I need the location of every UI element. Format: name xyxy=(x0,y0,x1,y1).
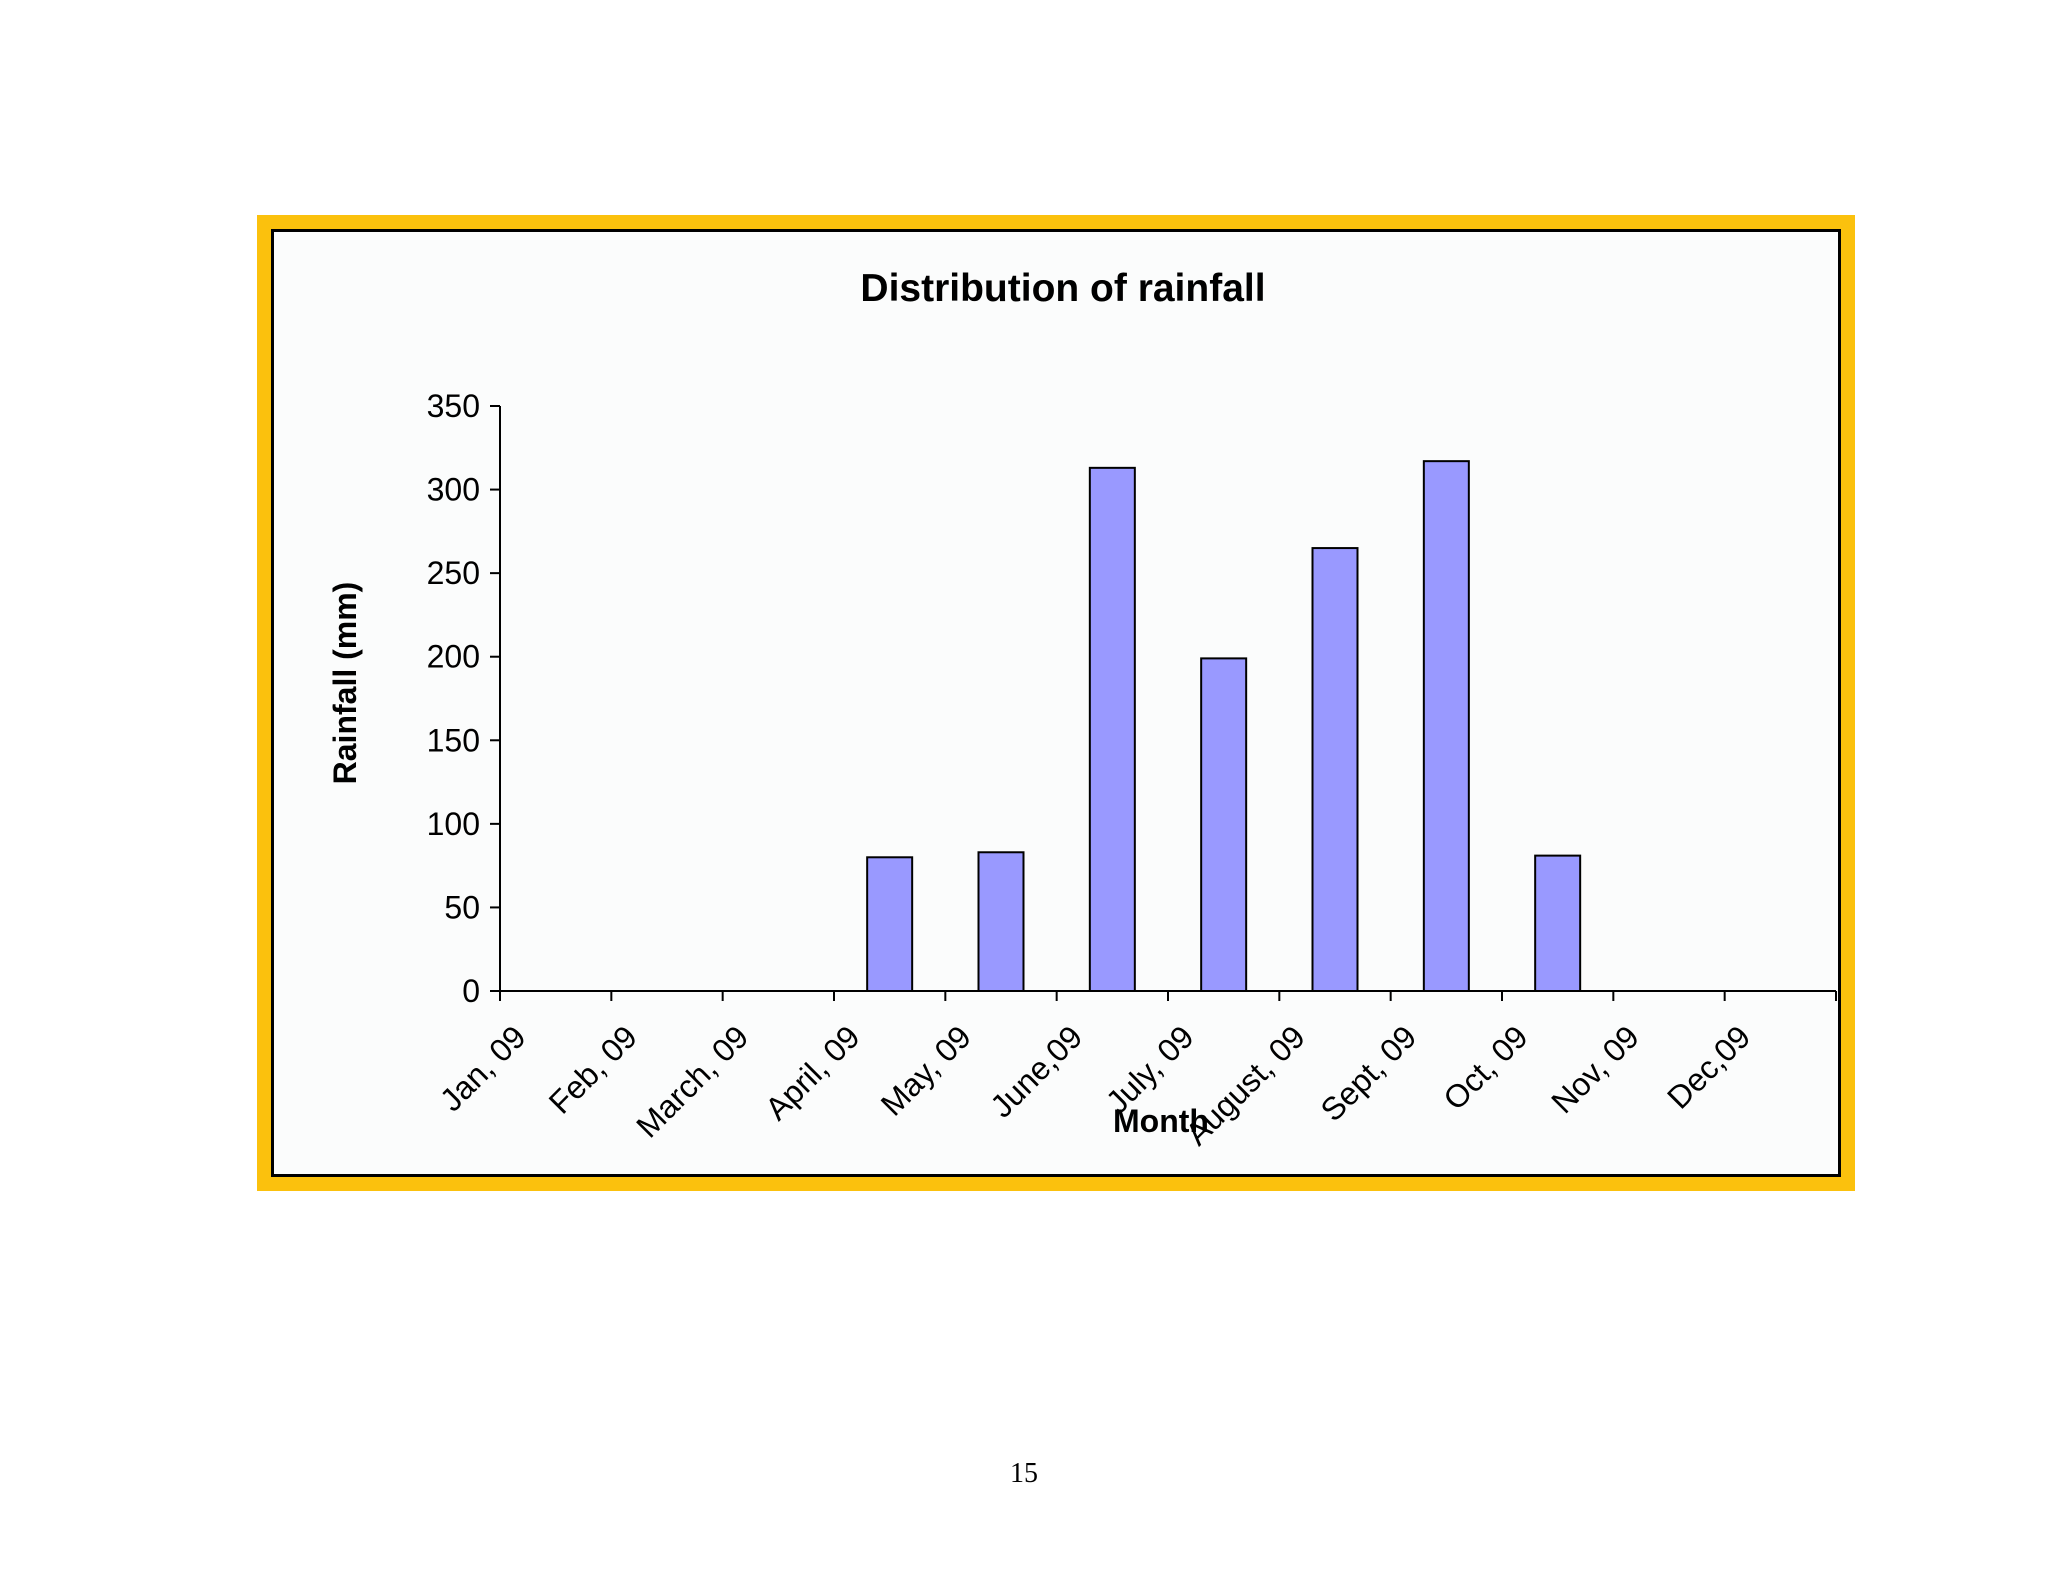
x-tick-label: June,09 xyxy=(983,1018,1089,1124)
bar-6 xyxy=(1200,657,1248,992)
y-tick-label: 0 xyxy=(462,973,480,1009)
y-tick-label: 50 xyxy=(444,889,480,925)
x-tick-label: Jan, 09 xyxy=(433,1018,533,1118)
y-tick-label: 150 xyxy=(427,722,480,758)
x-tick-label: March, 09 xyxy=(629,1018,755,1144)
page-number: 15 xyxy=(1010,1458,1038,1489)
y-ticks-group: 0 50 100 150 200 250 300 350 xyxy=(427,388,500,1009)
chart-title: Distribution of rainfall xyxy=(860,267,1265,310)
bars-group xyxy=(866,460,1582,993)
bar-9 xyxy=(1534,854,1582,992)
y-axis-label: Rainfall (mm) xyxy=(327,582,363,785)
x-tick-label: August, 09 xyxy=(1178,1018,1312,1152)
y-tick-label: 100 xyxy=(427,806,480,842)
x-tick-label: Oct, 09 xyxy=(1436,1018,1534,1116)
chart-frame: Distribution of rainfall Rainfall (mm) M… xyxy=(257,215,1855,1191)
bar-8 xyxy=(1422,460,1470,992)
bar-5 xyxy=(1088,466,1136,993)
bar-7 xyxy=(1311,547,1359,992)
y-tick-label: 300 xyxy=(427,472,480,508)
x-tick-label: Sept, 09 xyxy=(1314,1018,1424,1128)
y-tick-label: 350 xyxy=(427,388,480,424)
x-tick-label: Nov, 09 xyxy=(1544,1018,1646,1120)
y-tick-label: 200 xyxy=(427,639,480,675)
bar-3 xyxy=(866,856,914,992)
x-axis-label: Month xyxy=(1113,1103,1209,1139)
rainfall-bar-chart: Distribution of rainfall Rainfall (mm) M… xyxy=(327,267,1837,1152)
x-tick-label: Dec,09 xyxy=(1660,1018,1757,1115)
x-tick-label: April, 09 xyxy=(758,1018,866,1126)
chart-area: Distribution of rainfall Rainfall (mm) M… xyxy=(271,229,1841,1177)
x-tick-label: May, 09 xyxy=(874,1018,978,1122)
axes-group xyxy=(499,406,1836,992)
x-tick-label: Feb, 09 xyxy=(542,1018,644,1120)
y-tick-label: 250 xyxy=(427,555,480,591)
bar-4 xyxy=(977,851,1025,992)
